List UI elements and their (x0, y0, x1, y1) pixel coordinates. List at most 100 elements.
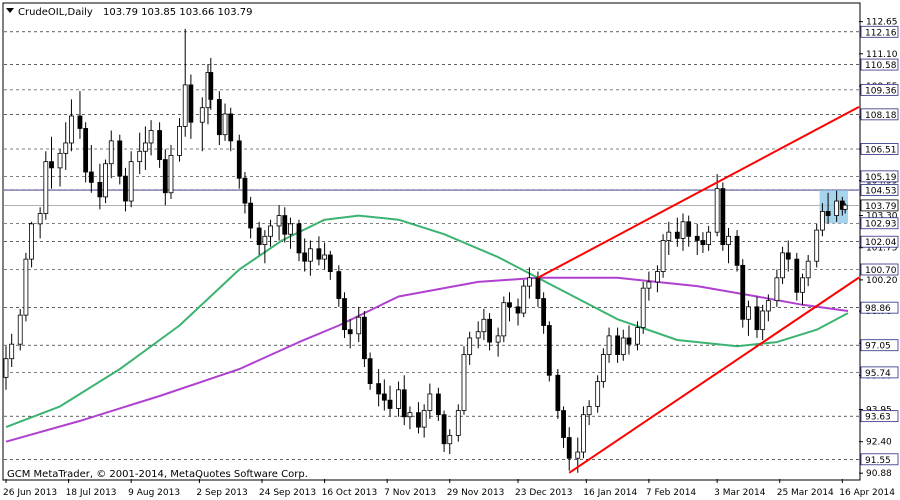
candle-body (626, 337, 632, 345)
ohlc-label: 103.79 103.85 103.66 103.79 (103, 7, 253, 18)
candle-body (222, 113, 228, 136)
candle-body (43, 161, 49, 214)
candle-body (3, 358, 9, 378)
price-tag (860, 184, 899, 196)
candle-body (441, 414, 447, 445)
candle-body (481, 318, 487, 333)
price-tag (860, 339, 899, 352)
candle-body (475, 331, 481, 339)
candle-body (785, 252, 791, 260)
candle-body (435, 393, 441, 416)
candle-body (157, 130, 163, 160)
price-tag (860, 235, 899, 248)
candle-body (800, 277, 805, 293)
candles-layer (3, 28, 848, 473)
x-tick-label: 25 Mar 2014 (777, 488, 834, 498)
candle-body (29, 223, 35, 260)
price-tag-label: 105.19 (865, 173, 897, 183)
price-tag (860, 170, 899, 183)
price-tag-label: 102.04 (865, 238, 897, 248)
candle-body (666, 231, 672, 241)
candle-body (381, 393, 387, 401)
price-tag-label: 102.93 (865, 220, 897, 230)
price-tag-label: 97.05 (865, 342, 891, 352)
price-tag (860, 199, 899, 212)
candle-body (142, 142, 148, 152)
candle-body (805, 260, 811, 279)
ma-slow-line (5, 276, 849, 443)
candle-body (746, 306, 751, 320)
candle-body (17, 314, 23, 345)
collapse-arrow-icon[interactable] (6, 8, 14, 13)
candle-body (825, 211, 831, 216)
candle-body (83, 128, 89, 173)
price-tag-label: 106.51 (865, 145, 897, 155)
candle-body (586, 406, 592, 416)
candle-body (148, 130, 154, 144)
candle-body (9, 343, 15, 360)
candle-body (162, 159, 168, 194)
candle-body (376, 383, 382, 395)
candle-body (69, 115, 74, 144)
x-tick-label: 29 Nov 2013 (447, 488, 505, 498)
candle-body (501, 302, 507, 337)
candle-body (307, 248, 313, 262)
candle-body (507, 302, 512, 308)
candle-body (541, 298, 547, 326)
candle-body (262, 235, 268, 246)
candle-body (575, 451, 581, 459)
candle-body (640, 287, 646, 328)
candle-body (714, 188, 720, 233)
price-tag-label: 104.53 (865, 187, 897, 197)
candle-body (740, 264, 746, 320)
x-tick-label: 2 Sep 2013 (196, 488, 247, 498)
candle-body (216, 99, 222, 136)
candle-body (686, 221, 692, 237)
candle-body (555, 374, 561, 411)
x-tick-label: 26 Jun 2013 (3, 488, 57, 498)
candle-body (561, 410, 566, 438)
candle-body (814, 229, 820, 262)
candle-body (726, 235, 731, 246)
candle-body (720, 188, 726, 246)
candle-body (302, 252, 308, 262)
candle-body (427, 393, 433, 411)
x-tick-label: 7 Feb 2014 (646, 488, 697, 498)
copyright-label: GCM MetaTrader, © 2001-2014, MetaQuotes … (7, 469, 308, 480)
trendline-lower (568, 276, 860, 474)
candle-body (842, 204, 848, 210)
candle-body (248, 202, 254, 229)
symbol-label: CrudeOIL,Daily (18, 7, 93, 18)
candle-body (168, 155, 174, 194)
candle-body (396, 389, 401, 409)
y-tick-label: 112.65 (866, 18, 898, 28)
candle-body (37, 213, 43, 225)
candle-body (137, 150, 143, 163)
candle-body (660, 240, 666, 272)
x-tick-label: 16 Jan 2014 (583, 488, 637, 498)
candle-body (77, 115, 83, 129)
y-tick-label: 100.20 (866, 276, 898, 286)
ma-fast-line (5, 214, 849, 429)
candle-body (416, 412, 421, 428)
x-tick-label: 7 Nov 2013 (384, 488, 436, 498)
candle-body (342, 298, 347, 331)
price-tag (860, 366, 899, 379)
price-tag-label: 100.70 (865, 266, 897, 276)
candle-body (401, 389, 407, 418)
candle-body (461, 354, 467, 411)
candle-body (387, 399, 393, 409)
price-tag-label: 93.63 (865, 413, 891, 423)
y-tick-label: 101.75 (866, 244, 898, 254)
candle-body (780, 252, 785, 279)
price-tag-label: 112.16 (865, 28, 897, 38)
candle-body (581, 414, 586, 453)
candle-body (128, 161, 134, 202)
candle-body (123, 175, 128, 202)
price-tag (860, 453, 899, 466)
candle-body (117, 140, 123, 177)
price-tag-label: 108.18 (865, 111, 897, 121)
candle-body (495, 335, 501, 343)
candle-body (49, 161, 54, 169)
